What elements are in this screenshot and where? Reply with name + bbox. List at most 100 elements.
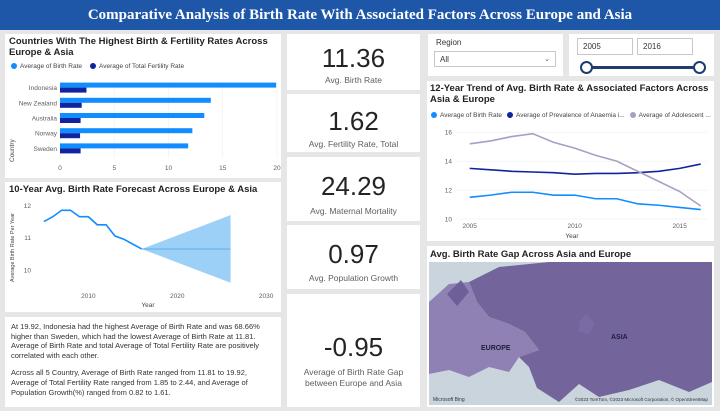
map-canvas[interactable]: ASIA EUROPE Microsoft Bing ©2023 TomTom,…: [429, 262, 712, 405]
legend-dot: [90, 63, 97, 69]
region-slicer-label: Region: [436, 38, 462, 47]
region-dropdown-value: All: [440, 54, 449, 64]
kpi-label: Avg. Fertility Rate, Total: [308, 139, 399, 149]
year-start-value: 2005: [583, 42, 601, 51]
forecast-actual-line: [43, 209, 143, 250]
trend-x-tick: 2005: [462, 223, 477, 230]
legend-dot: [629, 112, 636, 118]
bar-y-axis-title: Country: [9, 138, 16, 162]
trend-y-tick: 12: [445, 188, 453, 195]
kpi-label: Average of Birth Rate Gap between Europe…: [303, 367, 404, 388]
region-slicer: Region All ⌄: [428, 34, 563, 76]
bar-birth-rate: [60, 82, 277, 88]
trend-y-tick: 10: [445, 217, 453, 224]
legend-label: Average of Birth Rate: [20, 63, 83, 70]
region-dropdown[interactable]: All ⌄: [434, 51, 556, 67]
bar-chart-panel[interactable]: Countries With The Highest Birth & Ferti…: [5, 34, 281, 178]
kpi-card-fertility-rate[interactable]: 1.62 Avg. Fertility Rate, Total: [287, 94, 420, 152]
trend-chart-panel[interactable]: 12-Year Trend of Avg. Birth Rate & Assoc…: [427, 81, 714, 241]
kpi-label: Avg. Population Growth: [308, 273, 399, 283]
bar-chart-legend: Average of Birth Rate Average of Total F…: [11, 63, 184, 70]
trend-chart-plot: Year 10 12 14 16 2005 2010 2015: [445, 130, 707, 240]
legend-dot: [507, 112, 514, 118]
legend-item-fertility-rate[interactable]: Average of Total Fertility Rate: [90, 63, 184, 70]
legend-label: Average of Total Fertility Rate: [99, 63, 185, 70]
map-copyright: ©2023 TomTom, ©2023 Microsoft Corporatio…: [575, 396, 709, 402]
trend-x-tick: 2015: [672, 223, 687, 230]
bar-category-label: Indonesia: [29, 85, 58, 92]
legend-item-birth-rate[interactable]: Average of Birth Rate: [431, 112, 502, 119]
legend-item-anaemia[interactable]: Average of Prevalence of Anaemia i...: [507, 112, 625, 119]
forecast-x-axis-title: Year: [141, 302, 155, 309]
bing-logo: Microsoft Bing: [433, 397, 465, 403]
bar-category-label: Australia: [32, 116, 58, 123]
forecast-x-tick: 2020: [170, 293, 185, 300]
bar-fertility-rate: [60, 102, 82, 108]
bar-fertility-rate: [60, 133, 81, 139]
year-end-input[interactable]: 2016: [637, 38, 693, 55]
forecast-y-tick: 11: [24, 235, 31, 242]
bar-birth-rate: [60, 128, 193, 134]
forecast-chart-panel[interactable]: 10-Year Avg. Birth Rate Forecast Across …: [5, 182, 281, 312]
year-range-slicer: 2005 2016: [569, 34, 714, 76]
kpi-card-birth-rate-gap[interactable]: -0.95 Average of Birth Rate Gap between …: [287, 294, 420, 407]
year-start-input[interactable]: 2005: [577, 38, 633, 55]
bar-x-tick: 20: [273, 165, 281, 172]
bar-birth-rate: [60, 97, 211, 103]
trend-chart-title: 12-Year Trend of Avg. Birth Rate & Assoc…: [430, 83, 709, 105]
year-slider-handle-end[interactable]: [693, 61, 706, 74]
bar-fertility-rate: [60, 118, 81, 123]
bar-x-tick: 0: [58, 165, 62, 172]
narrative-paragraph-2: Across all 5 Country, Average of Birth R…: [11, 368, 248, 397]
forecast-chart-title: 10-Year Avg. Birth Rate Forecast Across …: [9, 184, 258, 195]
forecast-x-tick: 2030: [259, 293, 274, 300]
legend-item-birth-rate[interactable]: Average of Birth Rate: [11, 63, 82, 70]
legend-dot: [431, 112, 437, 118]
bar-x-tick: 10: [165, 165, 173, 172]
year-slider-track[interactable]: [586, 66, 699, 69]
chevron-down-icon: ⌄: [544, 56, 550, 63]
bar-category-label: New Zealand: [19, 100, 58, 107]
trend-line-anaemia: [469, 163, 701, 175]
europe-region-shape: [429, 282, 539, 377]
trend-y-tick: 16: [445, 130, 453, 137]
map-panel[interactable]: Avg. Birth Rate Gap Across Asia and Euro…: [427, 246, 714, 407]
kpi-value: 24.29: [320, 171, 387, 201]
legend-label: Average of Adolescent ...: [638, 112, 711, 119]
trend-y-tick: 14: [445, 159, 453, 166]
bar-x-tick: 5: [112, 165, 116, 172]
legend-dot: [11, 63, 17, 69]
kpi-value: 1.62: [328, 106, 379, 136]
forecast-chart-plot: Average Birth Rate Per Year Year 10 11 12 2…: [10, 203, 274, 309]
kpi-card-population-growth[interactable]: 0.97 Avg. Population Growth: [287, 225, 420, 289]
bar-birth-rate: [60, 113, 205, 118]
map-label-asia: ASIA: [611, 334, 628, 341]
kpi-card-birth-rate[interactable]: 11.36 Avg. Birth Rate: [287, 34, 420, 90]
kpi-label: Avg. Maternal Mortality: [310, 206, 397, 216]
trend-x-tick: 2010: [567, 223, 582, 230]
kpi-value: 11.36: [321, 43, 386, 73]
smart-narrative: At 19.92, Indonesia had the highest Aver…: [5, 317, 281, 407]
asia-region-shape: [469, 262, 712, 402]
bar-category-label: Norway: [35, 131, 58, 138]
year-end-value: 2016: [643, 42, 661, 51]
kpi-card-maternal-mortality[interactable]: 24.29 Avg. Maternal Mortality: [287, 157, 420, 221]
trend-line-adolescent: [469, 132, 702, 207]
trend-chart-legend: Average of Birth Rate Average of Prevale…: [431, 112, 711, 119]
legend-label: Average of Prevalence of Anaemia i...: [516, 112, 625, 119]
legend-label: Average of Birth Rate: [440, 112, 503, 119]
map-label-europe: EUROPE: [481, 345, 511, 352]
bar-chart-plot: Country 0 5 10 15 20 Indonesia New Zealand Aust…: [9, 82, 281, 172]
year-slider-handle-start[interactable]: [580, 61, 593, 74]
narrative-paragraph-1: At 19.92, Indonesia had the highest Aver…: [11, 322, 260, 360]
forecast-y-axis-title: Average Birth Rate Per Year: [10, 213, 16, 282]
legend-item-adolescent[interactable]: Average of Adolescent ...: [629, 112, 711, 119]
trend-line-birth-rate: [469, 191, 701, 211]
kpi-label: Avg. Birth Rate: [324, 75, 382, 85]
kpi-value: -0.95: [323, 332, 384, 362]
bar-category-label: Sweden: [34, 146, 58, 153]
forecast-x-tick: 2010: [81, 293, 96, 300]
bar-x-tick: 15: [219, 165, 227, 172]
report-title: Comparative Analysis of Birth Rate With …: [0, 0, 720, 30]
trend-x-axis-title: Year: [565, 233, 579, 240]
